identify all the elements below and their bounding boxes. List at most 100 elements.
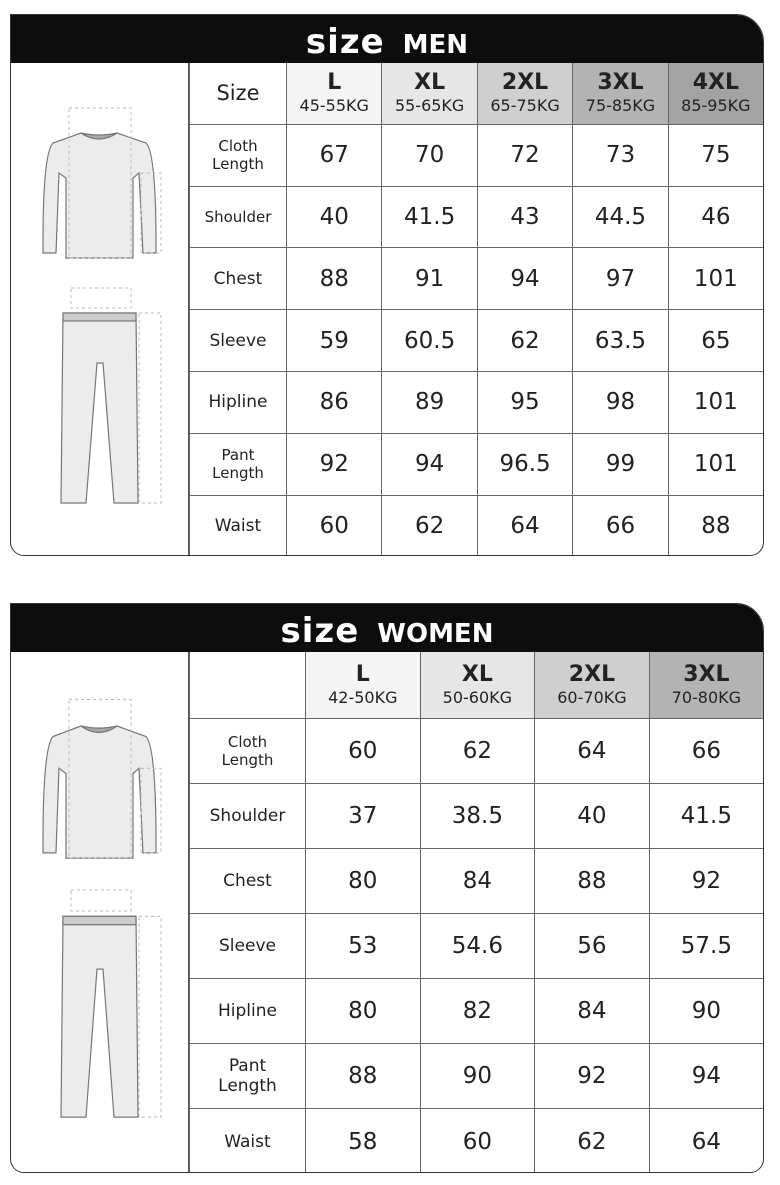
measurement-value: 86 bbox=[285, 371, 383, 434]
measurement-value: 70 bbox=[381, 123, 478, 187]
measurement-value: 101 bbox=[667, 371, 763, 434]
measurement-value: 41.5 bbox=[648, 783, 763, 850]
table-row: Hipline 86 89 95 98 101 bbox=[189, 371, 763, 434]
measurement-value: 94 bbox=[381, 432, 478, 496]
measurement-value: 73 bbox=[572, 123, 669, 187]
measurement-value: 54.6 bbox=[419, 913, 536, 980]
measurement-value: 88 bbox=[667, 494, 763, 555]
measurement-value: 90 bbox=[419, 1043, 536, 1110]
chart-title: size WOMEN bbox=[11, 604, 763, 652]
measurement-label: Sleeve bbox=[189, 913, 306, 980]
measurement-value: 96.5 bbox=[476, 432, 574, 496]
size-corner-label bbox=[189, 652, 306, 720]
garment-illustration-panel bbox=[11, 652, 189, 1172]
size-header-xl: XL 55-65KG bbox=[381, 63, 478, 125]
measurement-value: 75 bbox=[667, 123, 763, 187]
measurement-value: 65 bbox=[667, 309, 763, 373]
measurement-value: 40 bbox=[534, 783, 650, 850]
measurement-value: 38.5 bbox=[419, 783, 536, 850]
size-corner-label: Size bbox=[189, 63, 287, 125]
measurement-value: 92 bbox=[285, 432, 383, 496]
chart-title: size MEN bbox=[11, 15, 763, 63]
measurement-value: 60 bbox=[419, 1108, 536, 1172]
table-row: Waist 58 60 62 64 bbox=[189, 1108, 763, 1172]
measurement-value: 64 bbox=[534, 718, 650, 785]
measurement-label: Waist bbox=[189, 1108, 306, 1172]
measurement-value: 43 bbox=[476, 185, 574, 249]
size-header-l: L 45-55KG bbox=[285, 63, 383, 125]
size-header-xl: XL 50-60KG bbox=[419, 652, 536, 720]
measurement-value: 80 bbox=[305, 978, 421, 1045]
shirt-icon bbox=[42, 132, 157, 259]
measurement-value: 63.5 bbox=[572, 309, 669, 373]
garment-illustration bbox=[42, 699, 162, 1118]
measurement-value: 64 bbox=[648, 1108, 763, 1172]
measurement-label: Hipline bbox=[189, 371, 287, 434]
measurement-value: 84 bbox=[534, 978, 650, 1045]
measurement-value: 94 bbox=[476, 247, 574, 311]
measurement-value: 58 bbox=[305, 1108, 421, 1172]
measurement-value: 88 bbox=[285, 247, 383, 311]
measurement-label: Chest bbox=[189, 247, 287, 311]
men-size-chart: size MEN Size L 45-55KG XL 55-65KG 2XL 65-75KG 3… bbox=[10, 14, 764, 556]
measurement-value: 62 bbox=[476, 309, 574, 373]
table-row: Shoulder 40 41.5 43 44.5 46 bbox=[189, 185, 763, 249]
measurement-value: 56 bbox=[534, 913, 650, 980]
measurement-label: Cloth Length bbox=[189, 123, 287, 187]
measurement-value: 64 bbox=[476, 494, 574, 555]
measurement-value: 62 bbox=[534, 1108, 650, 1172]
measurement-value: 60 bbox=[285, 494, 383, 555]
measurement-value: 101 bbox=[667, 432, 763, 496]
measurement-value: 92 bbox=[648, 848, 763, 915]
measurement-value: 88 bbox=[534, 848, 650, 915]
table-row: Sleeve 59 60.5 62 63.5 65 bbox=[189, 309, 763, 373]
pants-icon bbox=[60, 915, 139, 1118]
measurement-value: 84 bbox=[419, 848, 536, 915]
size-header-2xl: 2XL 65-75KG bbox=[476, 63, 574, 125]
measurement-value: 60 bbox=[305, 718, 421, 785]
size-header-l: L 42-50KG bbox=[305, 652, 421, 720]
measurement-value: 67 bbox=[285, 123, 383, 187]
table-row: Shoulder 37 38.5 40 41.5 bbox=[189, 783, 763, 850]
table-row: Chest 80 84 88 92 bbox=[189, 848, 763, 915]
measurement-value: 98 bbox=[572, 371, 669, 434]
measurement-value: 59 bbox=[285, 309, 383, 373]
table-row: Hipline 80 82 84 90 bbox=[189, 978, 763, 1045]
measurement-value: 94 bbox=[648, 1043, 763, 1110]
size-header-2xl: 2XL 60-70KG bbox=[534, 652, 650, 720]
measurement-value: 41.5 bbox=[381, 185, 478, 249]
pants-icon bbox=[60, 312, 139, 504]
shirt-icon bbox=[42, 725, 157, 859]
measurement-value: 101 bbox=[667, 247, 763, 311]
measurement-value: 57.5 bbox=[648, 913, 763, 980]
size-header-3xl: 3XL 70-80KG bbox=[648, 652, 763, 720]
size-header-3xl: 3XL 75-85KG bbox=[572, 63, 669, 125]
measurement-value: 90 bbox=[648, 978, 763, 1045]
measurement-value: 37 bbox=[305, 783, 421, 850]
measurement-value: 91 bbox=[381, 247, 478, 311]
measurement-value: 46 bbox=[667, 185, 763, 249]
measurement-value: 88 bbox=[305, 1043, 421, 1110]
garment-illustration-panel bbox=[11, 63, 189, 555]
measurement-value: 53 bbox=[305, 913, 421, 980]
table-row: Sleeve 53 54.6 56 57.5 bbox=[189, 913, 763, 980]
measurement-value: 95 bbox=[476, 371, 574, 434]
measurement-value: 97 bbox=[572, 247, 669, 311]
measurement-value: 44.5 bbox=[572, 185, 669, 249]
table-row: Waist 60 62 64 66 88 bbox=[189, 494, 763, 555]
measurement-value: 99 bbox=[572, 432, 669, 496]
size-header-row: Size L 45-55KG XL 55-65KG 2XL 65-75KG 3XL 75-85K… bbox=[189, 63, 763, 125]
size-header-4xl: 4XL 85-95KG bbox=[667, 63, 763, 125]
measurement-label: Shoulder bbox=[189, 783, 306, 850]
garment-illustration bbox=[42, 107, 162, 504]
measurement-value: 60.5 bbox=[381, 309, 478, 373]
measurement-value: 66 bbox=[572, 494, 669, 555]
table-row: Pant Length 92 94 96.5 99 101 bbox=[189, 432, 763, 496]
size-header-row: L 42-50KG XL 50-60KG 2XL 60-70KG 3XL 70-80KG bbox=[189, 652, 763, 720]
size-table: Size L 45-55KG XL 55-65KG 2XL 65-75KG 3XL 75-85K… bbox=[189, 63, 763, 555]
measurement-value: 40 bbox=[285, 185, 383, 249]
measurement-label: Chest bbox=[189, 848, 306, 915]
women-size-chart: size WOMEN L 42-50KG XL 50-60KG 2XL 60-70KG 3XL… bbox=[10, 603, 764, 1173]
measurement-value: 80 bbox=[305, 848, 421, 915]
table-row: Chest 88 91 94 97 101 bbox=[189, 247, 763, 311]
